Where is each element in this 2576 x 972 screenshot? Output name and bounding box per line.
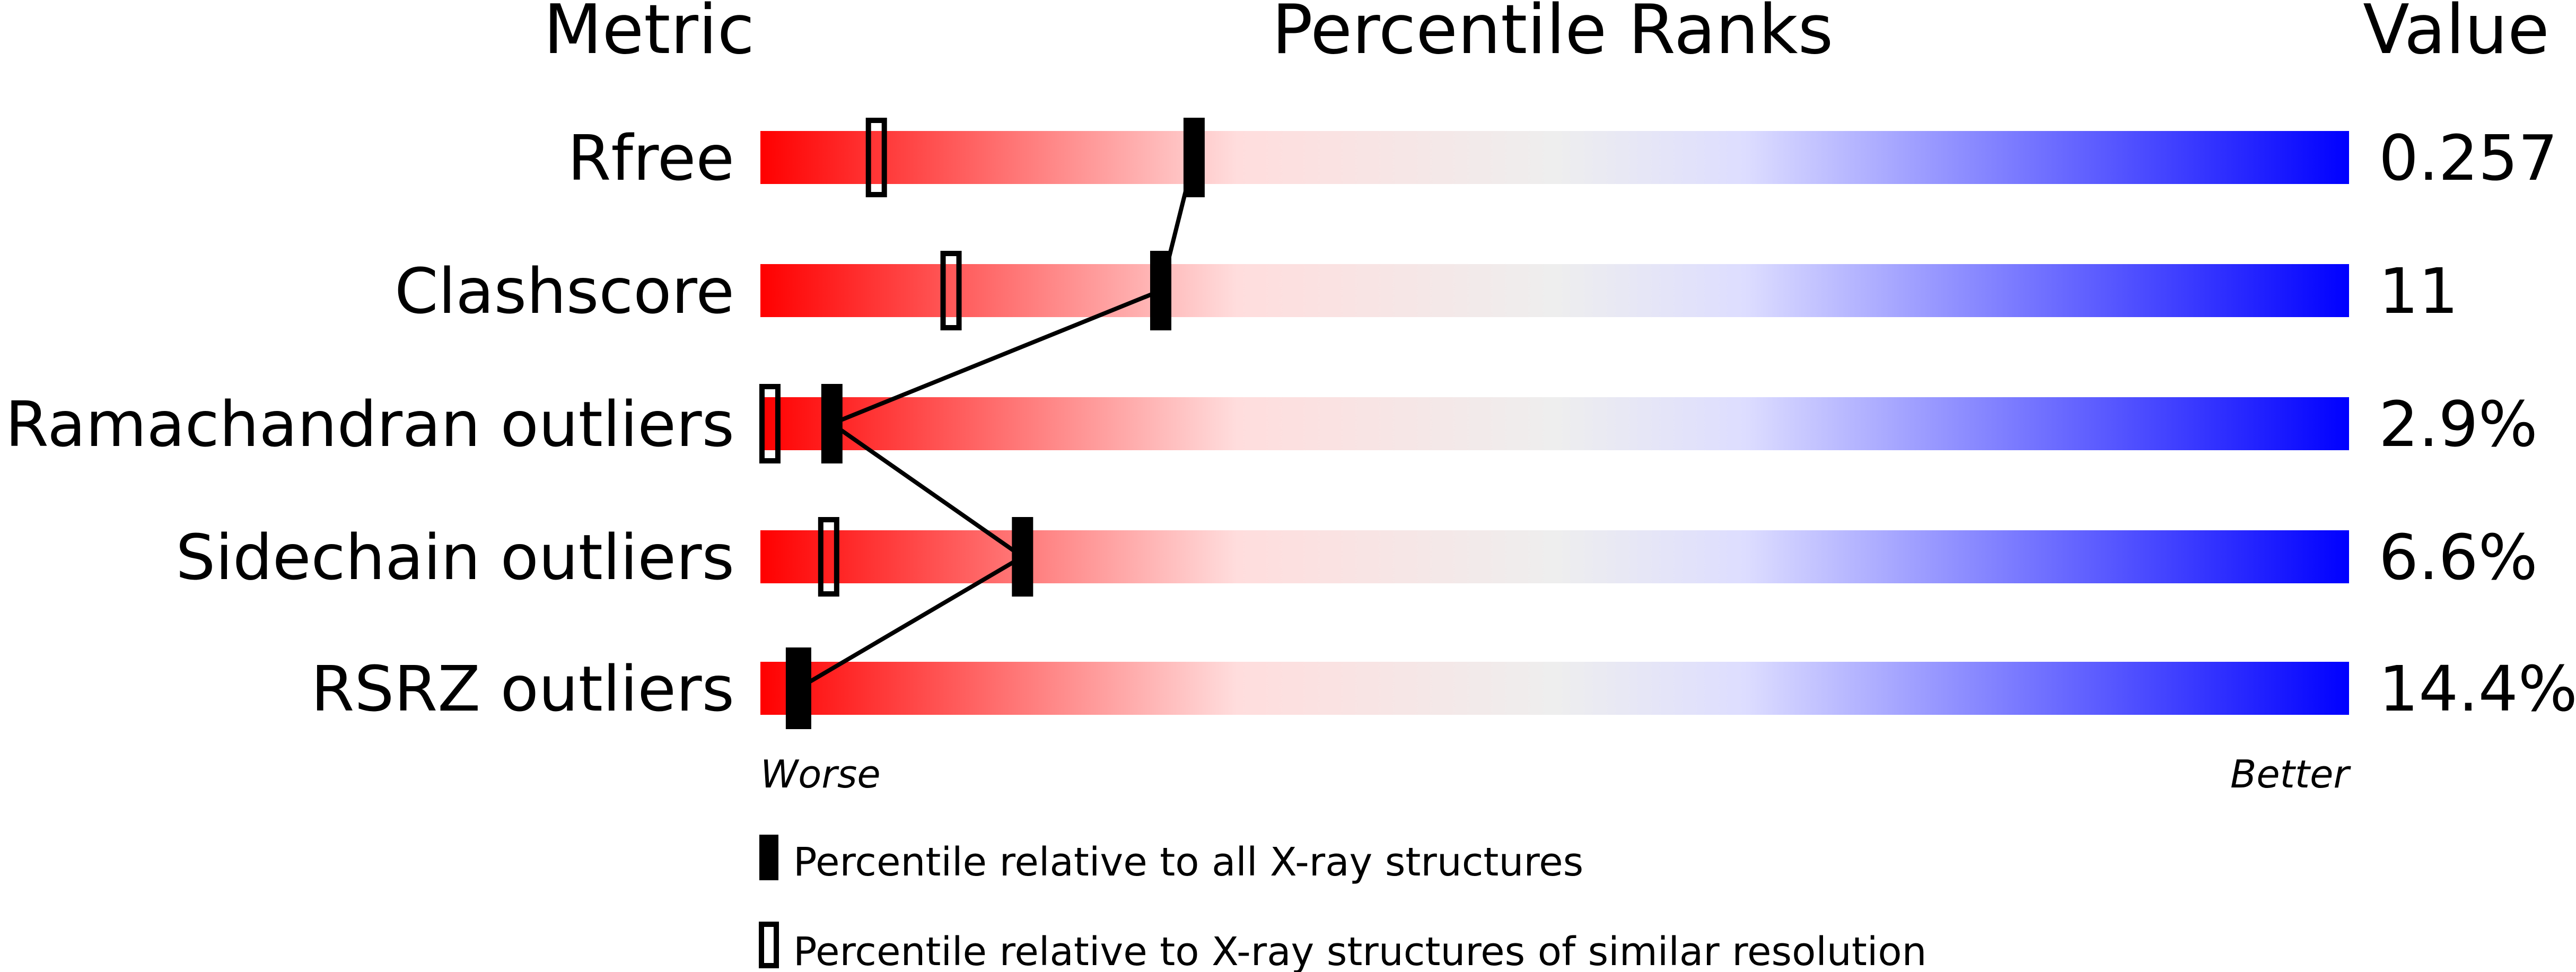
marker-all-structures bbox=[1150, 251, 1171, 330]
metric-value: 0.257 bbox=[2379, 121, 2558, 195]
connector-line bbox=[797, 555, 1024, 690]
metric-value: 14.4% bbox=[2379, 652, 2576, 725]
marker-all-structures bbox=[821, 384, 843, 463]
metric-label: Sidechain outliers bbox=[176, 521, 734, 594]
metric-label: Rfree bbox=[567, 121, 734, 195]
header-value: Value bbox=[2363, 0, 2549, 69]
metric-label: RSRZ outliers bbox=[311, 652, 734, 725]
metric-value: 11 bbox=[2379, 255, 2458, 328]
legend-label-similar: Percentile relative to X-ray structures … bbox=[793, 929, 1927, 972]
percentile-bar bbox=[760, 662, 2349, 715]
axis-label-better: Better bbox=[2230, 752, 2351, 796]
marker-similar-resolution bbox=[818, 517, 839, 597]
connector-line bbox=[830, 422, 1024, 559]
marker-similar-resolution bbox=[940, 251, 962, 330]
marker-similar-resolution bbox=[865, 118, 887, 197]
marker-all-structures bbox=[1183, 118, 1205, 197]
metric-label: Clashscore bbox=[395, 255, 734, 328]
percentile-bar bbox=[760, 264, 2349, 317]
marker-all-structures bbox=[785, 647, 811, 729]
connector-line bbox=[831, 288, 1162, 426]
axis-label-worse: Worse bbox=[760, 752, 881, 796]
marker-all-structures bbox=[1012, 517, 1033, 597]
percentile-bar bbox=[760, 131, 2349, 184]
metric-value: 6.6% bbox=[2379, 521, 2538, 594]
metric-label: Ramachandran outliers bbox=[5, 388, 734, 461]
legend-open-marker bbox=[759, 922, 779, 968]
header-percentile-ranks: Percentile Ranks bbox=[1272, 0, 1834, 69]
percentile-bar bbox=[760, 397, 2349, 450]
marker-similar-resolution bbox=[759, 384, 781, 463]
metric-value: 2.9% bbox=[2379, 388, 2538, 461]
header-metric: Metric bbox=[544, 0, 755, 69]
legend-filled-marker bbox=[759, 835, 778, 880]
legend-label-all: Percentile relative to all X-ray structu… bbox=[793, 839, 1583, 885]
